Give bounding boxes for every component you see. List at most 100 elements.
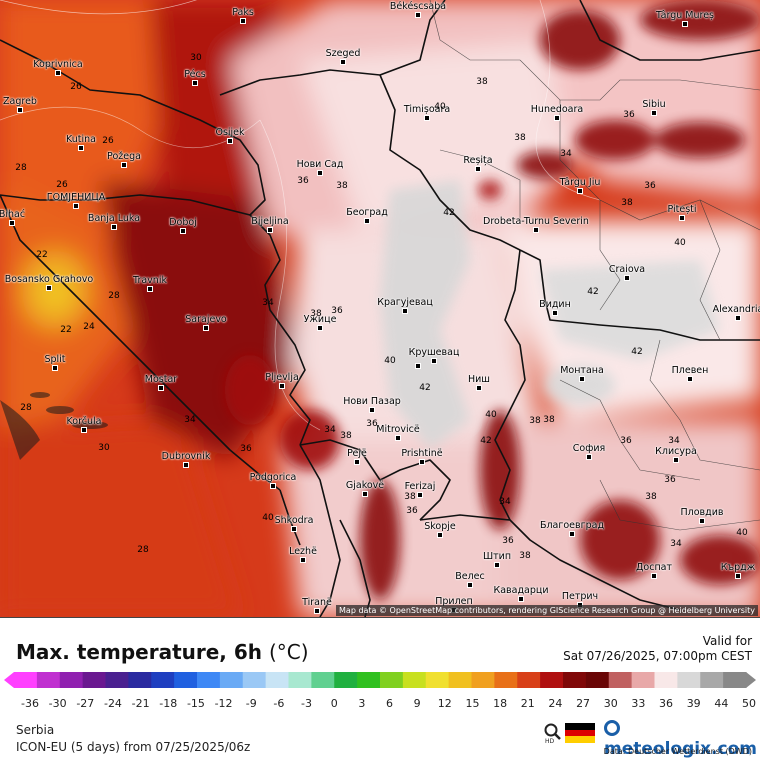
- city-label[interactable]: София: [572, 443, 606, 454]
- city-label[interactable]: Paks: [232, 7, 254, 18]
- city-label[interactable]: Ниш: [467, 374, 491, 385]
- city-label[interactable]: Плевен: [671, 365, 709, 376]
- city-label[interactable]: Mostar: [144, 374, 178, 385]
- city-label[interactable]: Timișoara: [403, 104, 451, 115]
- scale-tick-label: 33: [631, 697, 645, 710]
- city-dot: [554, 115, 560, 121]
- scale-tick-label: -18: [159, 697, 177, 710]
- city-label[interactable]: Ужице: [303, 314, 337, 325]
- city-label[interactable]: Штип: [482, 551, 512, 562]
- city-label[interactable]: Tiranë: [302, 597, 332, 608]
- city-label[interactable]: Ferizaj: [404, 481, 436, 492]
- valid-time: Sat 07/26/2025, 07:00pm CEST: [563, 649, 752, 663]
- contour-label: 38: [310, 309, 322, 319]
- city-label[interactable]: Korčula: [66, 416, 102, 427]
- contour-label: 38: [476, 77, 488, 87]
- city-label[interactable]: Sibiu: [642, 99, 666, 110]
- city-label[interactable]: Pljevlja: [265, 372, 299, 383]
- hd-zoom-icon[interactable]: HD: [543, 722, 563, 745]
- city-label[interactable]: Târgu Jiu: [559, 177, 601, 188]
- city-label[interactable]: ГОМЈЕНИЦА: [46, 192, 106, 203]
- city-label[interactable]: Split: [44, 354, 66, 365]
- city-label[interactable]: Видин: [539, 299, 571, 310]
- city-dot: [651, 110, 657, 116]
- city-label[interactable]: Pejë: [347, 448, 367, 459]
- city-label[interactable]: Bihać: [0, 209, 26, 220]
- city-label[interactable]: Крушевац: [408, 347, 460, 358]
- city-label[interactable]: Gjakovë: [345, 480, 385, 491]
- city-label[interactable]: Нови Сад: [296, 159, 344, 170]
- scale-swatch: [334, 672, 358, 688]
- city-dot: [431, 358, 437, 364]
- city-label[interactable]: Zagreb: [3, 96, 37, 107]
- scale-swatch: [288, 672, 312, 688]
- city-label[interactable]: Hunedoara: [530, 104, 584, 115]
- city-label[interactable]: Drobeta-Turnu Severin: [483, 216, 589, 227]
- location-marker[interactable]: [415, 363, 421, 369]
- map-attribution[interactable]: Map data © OpenStreetMap contributors, r…: [336, 605, 758, 616]
- city-label[interactable]: Banja Luka: [87, 213, 141, 224]
- city-dot: [586, 454, 592, 460]
- city-label[interactable]: Podgorica: [249, 472, 297, 483]
- city-label[interactable]: Prishtinë: [401, 448, 443, 459]
- temperature-map[interactable]: Paks Békéscsaba Târgu Mureș Koprivnica Szege…: [0, 0, 760, 617]
- city-label[interactable]: Петрич: [561, 591, 599, 602]
- city-label[interactable]: Доспат: [635, 562, 673, 573]
- city-label[interactable]: Крагујевац: [377, 297, 433, 308]
- meteologix-logo[interactable]: meteologix.com: [604, 719, 760, 759]
- city-label[interactable]: Монтана: [560, 365, 604, 376]
- city-dot: [624, 275, 630, 281]
- scale-tick-label: 6: [386, 697, 393, 710]
- city-label[interactable]: Благоевград: [539, 520, 605, 531]
- contour-label: 36: [331, 306, 343, 316]
- city-label[interactable]: Travnik: [133, 275, 167, 286]
- city-label[interactable]: Craiova: [608, 264, 646, 275]
- city-label[interactable]: Кавадарци: [493, 585, 549, 596]
- city-dot: [9, 220, 15, 226]
- city-label[interactable]: Doboj: [169, 217, 197, 228]
- city-label[interactable]: Dubrovnik: [161, 451, 211, 462]
- city-label[interactable]: Нови Пазар: [343, 396, 401, 407]
- city-label[interactable]: Békéscsaba: [389, 1, 447, 12]
- city-label[interactable]: Târgu Mureș: [655, 10, 715, 21]
- city-label[interactable]: Кърдж: [720, 562, 756, 573]
- contour-label: 36: [366, 419, 378, 429]
- data-source: Data: Deutscher Wetterdienst (DWD): [603, 747, 752, 756]
- city-label[interactable]: Sarajevo: [185, 314, 227, 325]
- scale-swatch: [128, 672, 152, 688]
- map-title: Max. temperature, 6h (°C): [16, 640, 309, 664]
- city-label[interactable]: Bosansko Grahovo: [4, 274, 94, 285]
- city-label[interactable]: Alexandria: [712, 304, 760, 315]
- city-label[interactable]: Београд: [346, 207, 388, 218]
- city-label[interactable]: Požega: [107, 151, 141, 162]
- city-label[interactable]: Koprivnica: [33, 59, 83, 70]
- scale-tick-label: -27: [76, 697, 94, 710]
- city-label[interactable]: Прилеп: [435, 596, 473, 607]
- city-label[interactable]: Mitrovicë: [376, 424, 420, 435]
- city-label[interactable]: Szeged: [325, 48, 361, 59]
- scale-tick-label: 18: [493, 697, 507, 710]
- city-label[interactable]: Reșița: [463, 155, 493, 166]
- city-label[interactable]: Skopje: [424, 521, 456, 532]
- city-dot: [52, 365, 58, 371]
- city-label[interactable]: Пловдив: [680, 507, 724, 518]
- region-name: Serbia: [16, 723, 55, 737]
- city-dot: [183, 462, 189, 468]
- city-label[interactable]: Bijeljina: [251, 216, 289, 227]
- city-label[interactable]: Велес: [455, 571, 485, 582]
- city-label[interactable]: Shkodra: [274, 515, 314, 526]
- city-label[interactable]: Клисура: [655, 446, 697, 457]
- city-label[interactable]: Pécs: [184, 69, 206, 80]
- germany-flag-icon[interactable]: [565, 723, 595, 743]
- city-label[interactable]: Lezhë: [289, 546, 317, 557]
- city-dot: [651, 573, 657, 579]
- city-dot: [203, 325, 209, 331]
- city-label[interactable]: Osijek: [215, 127, 245, 138]
- city-dot: [111, 224, 117, 230]
- scale-tick-label: -36: [21, 697, 39, 710]
- contour-label: 38: [340, 431, 352, 441]
- city-dot: [17, 107, 23, 113]
- city-label[interactable]: Pitești: [667, 204, 697, 215]
- city-label[interactable]: Kutina: [66, 134, 96, 145]
- contour-label: 42: [419, 383, 431, 393]
